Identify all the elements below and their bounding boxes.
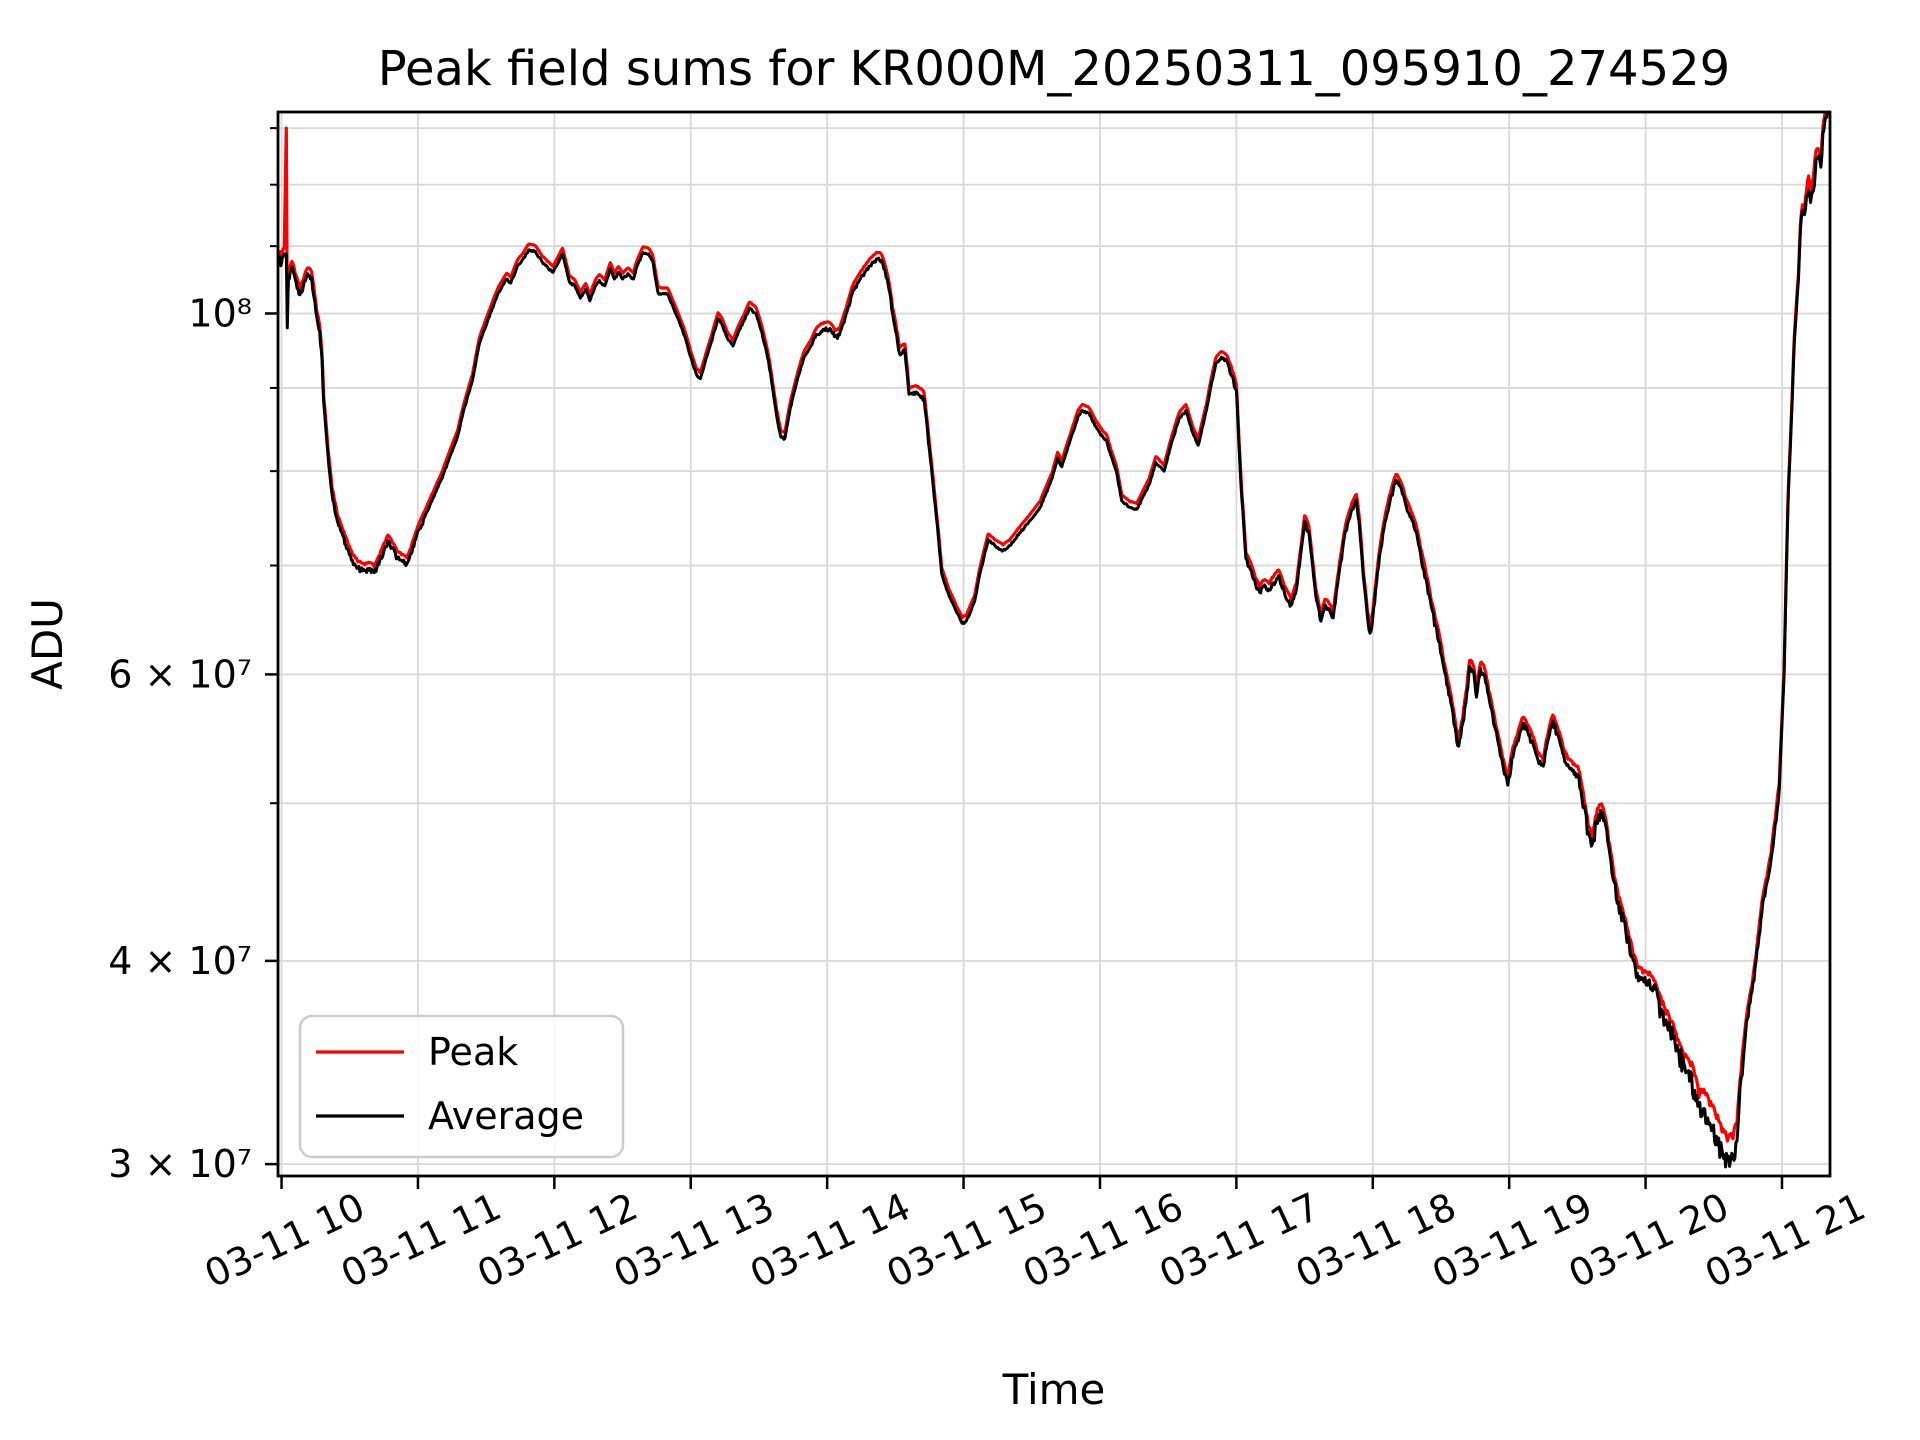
legend-peak-label: Peak [428,1030,518,1074]
y-tick-label: 4 × 10⁷ [108,939,252,983]
legend-average-label: Average [428,1094,584,1138]
x-axis-label: Time [1002,1365,1106,1414]
data-series-layer [278,112,1829,1169]
y-tick-labels: 10⁸ 6 × 10⁷ 4 × 10⁷ 3 × 10⁷ [108,291,252,1186]
y-tick-label: 6 × 10⁷ [108,652,252,696]
y-tick-label: 3 × 10⁷ [108,1142,252,1186]
peak-series-line [278,112,1828,1143]
axis-ticks [265,127,1784,1189]
y-tick-label: 10⁸ [188,291,252,335]
plot-border [276,110,1832,1178]
y-axis-label: ADU [23,598,72,690]
average-series-line [278,112,1829,1169]
legend: Peak Average [298,1014,625,1159]
chart-title: Peak field sums for KR000M_20250311_0959… [378,41,1730,97]
